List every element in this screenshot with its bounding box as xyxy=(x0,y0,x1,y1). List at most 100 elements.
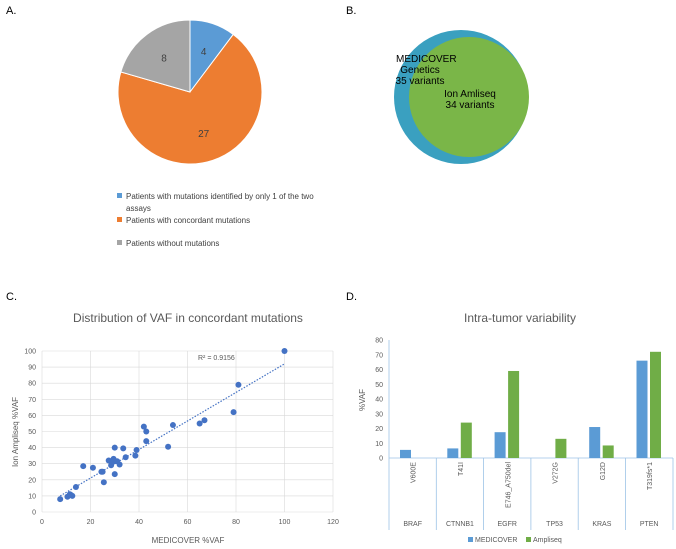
bar-ampliseq xyxy=(650,351,661,458)
group-label: CTNNB1 xyxy=(446,521,474,528)
y-tick-label: 50 xyxy=(375,382,383,389)
scatter-point xyxy=(57,496,64,503)
bar-ampliseq xyxy=(602,445,614,458)
bar-medicover xyxy=(589,427,601,458)
y-tick-label: 70 xyxy=(375,352,383,359)
trendline xyxy=(59,363,285,497)
x-tick-label: 100 xyxy=(279,519,291,526)
x-tick-label: 120 xyxy=(327,519,339,526)
scatter-point xyxy=(132,452,139,459)
scatter-point xyxy=(196,420,203,427)
scatter-point xyxy=(116,461,123,468)
y-tick-label: 10 xyxy=(28,493,36,500)
venn-inner-label-1: Ion Amliseq xyxy=(444,89,496,100)
pie-legend: Patients with mutations identified by on… xyxy=(117,192,314,248)
scatter-chart: 0 10 20 30 40 50 60 70 80 90 100 0 20 40 60 80 100 120 xyxy=(24,348,339,526)
legend-swatch xyxy=(526,537,531,542)
x-tick-label: 20 xyxy=(87,519,95,526)
venn-inner-circle xyxy=(409,37,529,157)
bar-medicover xyxy=(494,432,506,458)
group-label: TP53 xyxy=(546,521,563,528)
scatter-point xyxy=(235,381,242,388)
legend-label: Patients without mutations xyxy=(126,239,219,248)
scatter-point xyxy=(69,492,76,499)
group-label: EGFR xyxy=(498,521,517,528)
x-tick-label: 40 xyxy=(135,519,143,526)
scatter-point xyxy=(72,484,79,491)
legend-label: Patients with mutations identified by on… xyxy=(126,192,314,201)
scatter-point xyxy=(140,423,147,430)
scatter-point xyxy=(99,468,106,475)
legend-swatch xyxy=(117,217,122,222)
y-tick-label: 100 xyxy=(24,349,36,356)
scatter-point xyxy=(111,471,118,478)
bar-ylabel: %VAF xyxy=(358,389,367,411)
venn-outer-label-3: 35 variants xyxy=(396,76,445,87)
legend-swatch xyxy=(117,240,122,245)
y-tick-label: 40 xyxy=(375,397,383,404)
group-label: KRAS xyxy=(592,521,611,528)
scatter-point xyxy=(120,445,127,452)
y-tick-label: 20 xyxy=(28,477,36,484)
y-tick-label: 60 xyxy=(28,413,36,420)
venn-diagram: MEDICOVER Genetics 35 variants Ion Amlis… xyxy=(394,30,529,164)
y-tick-label: 0 xyxy=(32,510,36,517)
scatter-point xyxy=(89,464,96,471)
legend-label: MEDICOVER xyxy=(475,537,517,544)
scatter-xlabel: MEDICOVER %VAF xyxy=(152,536,225,545)
scatter-point xyxy=(143,438,150,445)
y-tick-label: 30 xyxy=(375,411,383,418)
scatter-point xyxy=(80,463,87,470)
pie-data-label: 4 xyxy=(201,47,207,58)
bar-medicover xyxy=(400,449,411,458)
y-tick-label: 80 xyxy=(375,338,383,345)
legend-swatch xyxy=(468,537,473,542)
venn-outer-label-1: MEDICOVER xyxy=(396,54,457,65)
x-tick-label: 80 xyxy=(232,519,240,526)
pie-data-label: 8 xyxy=(161,53,167,64)
category-label: V600E xyxy=(411,462,418,483)
legend-label: Patients with concordant mutations xyxy=(126,216,250,225)
scatter-point xyxy=(281,348,288,354)
scatter-point xyxy=(111,444,118,451)
bar-medicover xyxy=(447,448,459,458)
y-tick-label: 60 xyxy=(375,367,383,374)
group-label: BRAF xyxy=(403,521,422,528)
pie-data-label: 27 xyxy=(198,129,210,140)
category-label: G12D xyxy=(600,462,607,480)
scatter-point xyxy=(169,422,176,429)
scatter-point xyxy=(230,409,237,416)
bar-chart: 0 10 20 30 40 50 60 70 80 V600E BRAF T41I CTNNB1 E746… xyxy=(375,338,674,544)
x-tick-label: 0 xyxy=(40,519,44,526)
x-tick-label: 60 xyxy=(184,519,192,526)
y-tick-label: 30 xyxy=(28,461,36,468)
panel-label-b: B. xyxy=(346,5,356,17)
panel-label-d: D. xyxy=(346,291,357,303)
legend-swatch xyxy=(117,193,122,198)
legend-label: assays xyxy=(126,204,151,213)
y-tick-label: 50 xyxy=(28,429,36,436)
y-tick-label: 20 xyxy=(375,426,383,433)
pie-slice xyxy=(120,19,191,93)
bar-ampliseq xyxy=(555,438,567,458)
bar-medicover xyxy=(636,360,648,458)
venn-inner-label-2: 34 variants xyxy=(446,100,495,111)
y-tick-label: 40 xyxy=(28,445,36,452)
y-tick-label: 90 xyxy=(28,365,36,372)
r-squared-label: R² = 0.9156 xyxy=(198,355,235,362)
category-label: T319fs*1 xyxy=(647,462,654,490)
scatter-point xyxy=(122,454,129,461)
bar-ampliseq xyxy=(508,370,520,458)
scatter-point xyxy=(100,479,107,486)
category-label: V272G xyxy=(553,462,560,484)
bar-title: Intra-tumor variability xyxy=(464,311,576,325)
scatter-point xyxy=(133,447,140,454)
venn-outer-label-2: Genetics xyxy=(400,65,439,76)
legend-label: Ampliseq xyxy=(533,537,562,544)
y-tick-label: 10 xyxy=(375,441,383,448)
panel-label-c: C. xyxy=(6,291,17,303)
panel-label-a: A. xyxy=(6,5,16,17)
pie-chart: 4 27 8 xyxy=(117,19,263,165)
category-label: T41I xyxy=(458,462,465,476)
